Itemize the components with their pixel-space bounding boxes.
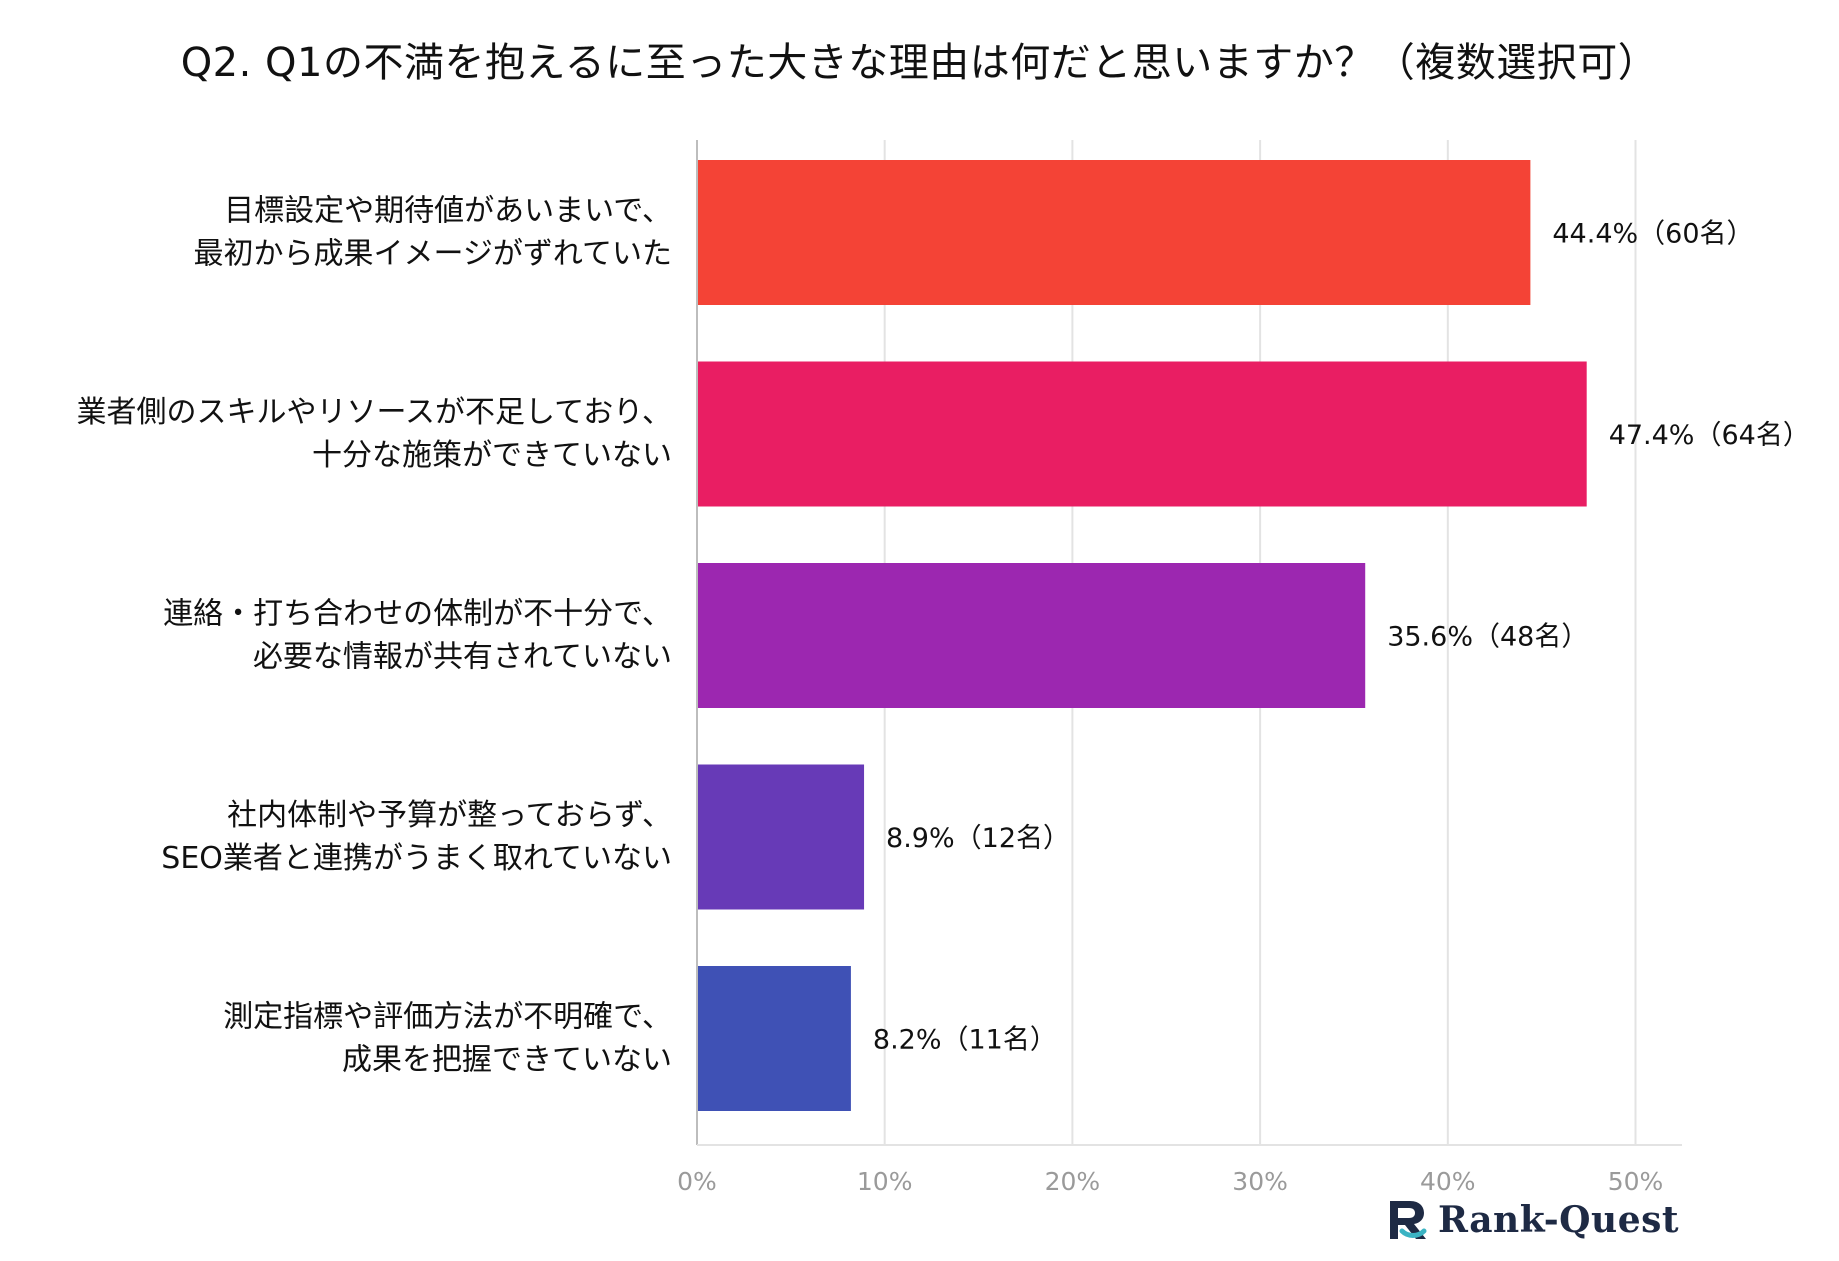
x-tick-label: 50% bbox=[1608, 1167, 1664, 1196]
category-label: 必要な情報が共有されていない bbox=[253, 640, 672, 675]
bar-value-label: 8.2%（11名） bbox=[873, 1025, 1057, 1056]
bar bbox=[697, 361, 1587, 507]
category-label: 十分な施策ができていない bbox=[312, 438, 672, 473]
x-tick-label: 20% bbox=[1045, 1167, 1101, 1196]
category-label: 業者側のスキルやリソースが不足しており、 bbox=[77, 395, 673, 430]
rank-quest-logo-icon bbox=[1389, 1201, 1427, 1239]
x-tick-label: 40% bbox=[1420, 1167, 1476, 1196]
chart-title: Q2. Q1の不満を抱えるに至った大きな理由は何だと思いますか？（複数選択可） bbox=[180, 40, 1659, 86]
category-label: 成果を把握できていない bbox=[342, 1043, 672, 1078]
bar bbox=[697, 966, 851, 1111]
category-label: 最初から成果イメージがずれていた bbox=[194, 237, 673, 272]
category-label: SEO業者と連携がうまく取れていない bbox=[161, 841, 672, 876]
bar bbox=[697, 160, 1531, 305]
bar bbox=[697, 563, 1366, 708]
axes: 0% 10% 20% 30% 40% 50% bbox=[677, 140, 1682, 1196]
x-tick-label: 30% bbox=[1232, 1167, 1288, 1196]
labels: 44.4%（60名） 目標設定や期待値があいまいで、最初から成果イメージがずれてい… bbox=[77, 194, 1810, 1078]
category-label: 連絡・打ち合わせの体制が不十分で、 bbox=[163, 597, 672, 632]
bar-value-label: 8.9%（12名） bbox=[886, 823, 1070, 854]
category-label: 測定指標や評価方法が不明確で、 bbox=[223, 1000, 672, 1035]
category-label: 目標設定や期待値があいまいで、 bbox=[224, 194, 672, 229]
bar-value-label: 35.6%（48名） bbox=[1387, 622, 1588, 653]
bar bbox=[697, 764, 865, 910]
category-label: 社内体制や予算が整っておらず、 bbox=[227, 798, 672, 833]
logo-text: Rank-Quest bbox=[1437, 1199, 1679, 1241]
rank-quest-logo: Rank-Quest bbox=[1384, 1197, 1679, 1243]
x-tick-label: 10% bbox=[857, 1167, 913, 1196]
bars bbox=[697, 160, 1587, 1111]
bar-value-label: 44.4%（60名） bbox=[1552, 219, 1753, 250]
x-tick-label: 0% bbox=[677, 1167, 717, 1196]
bar-value-label: 47.4%（64名） bbox=[1609, 420, 1810, 451]
